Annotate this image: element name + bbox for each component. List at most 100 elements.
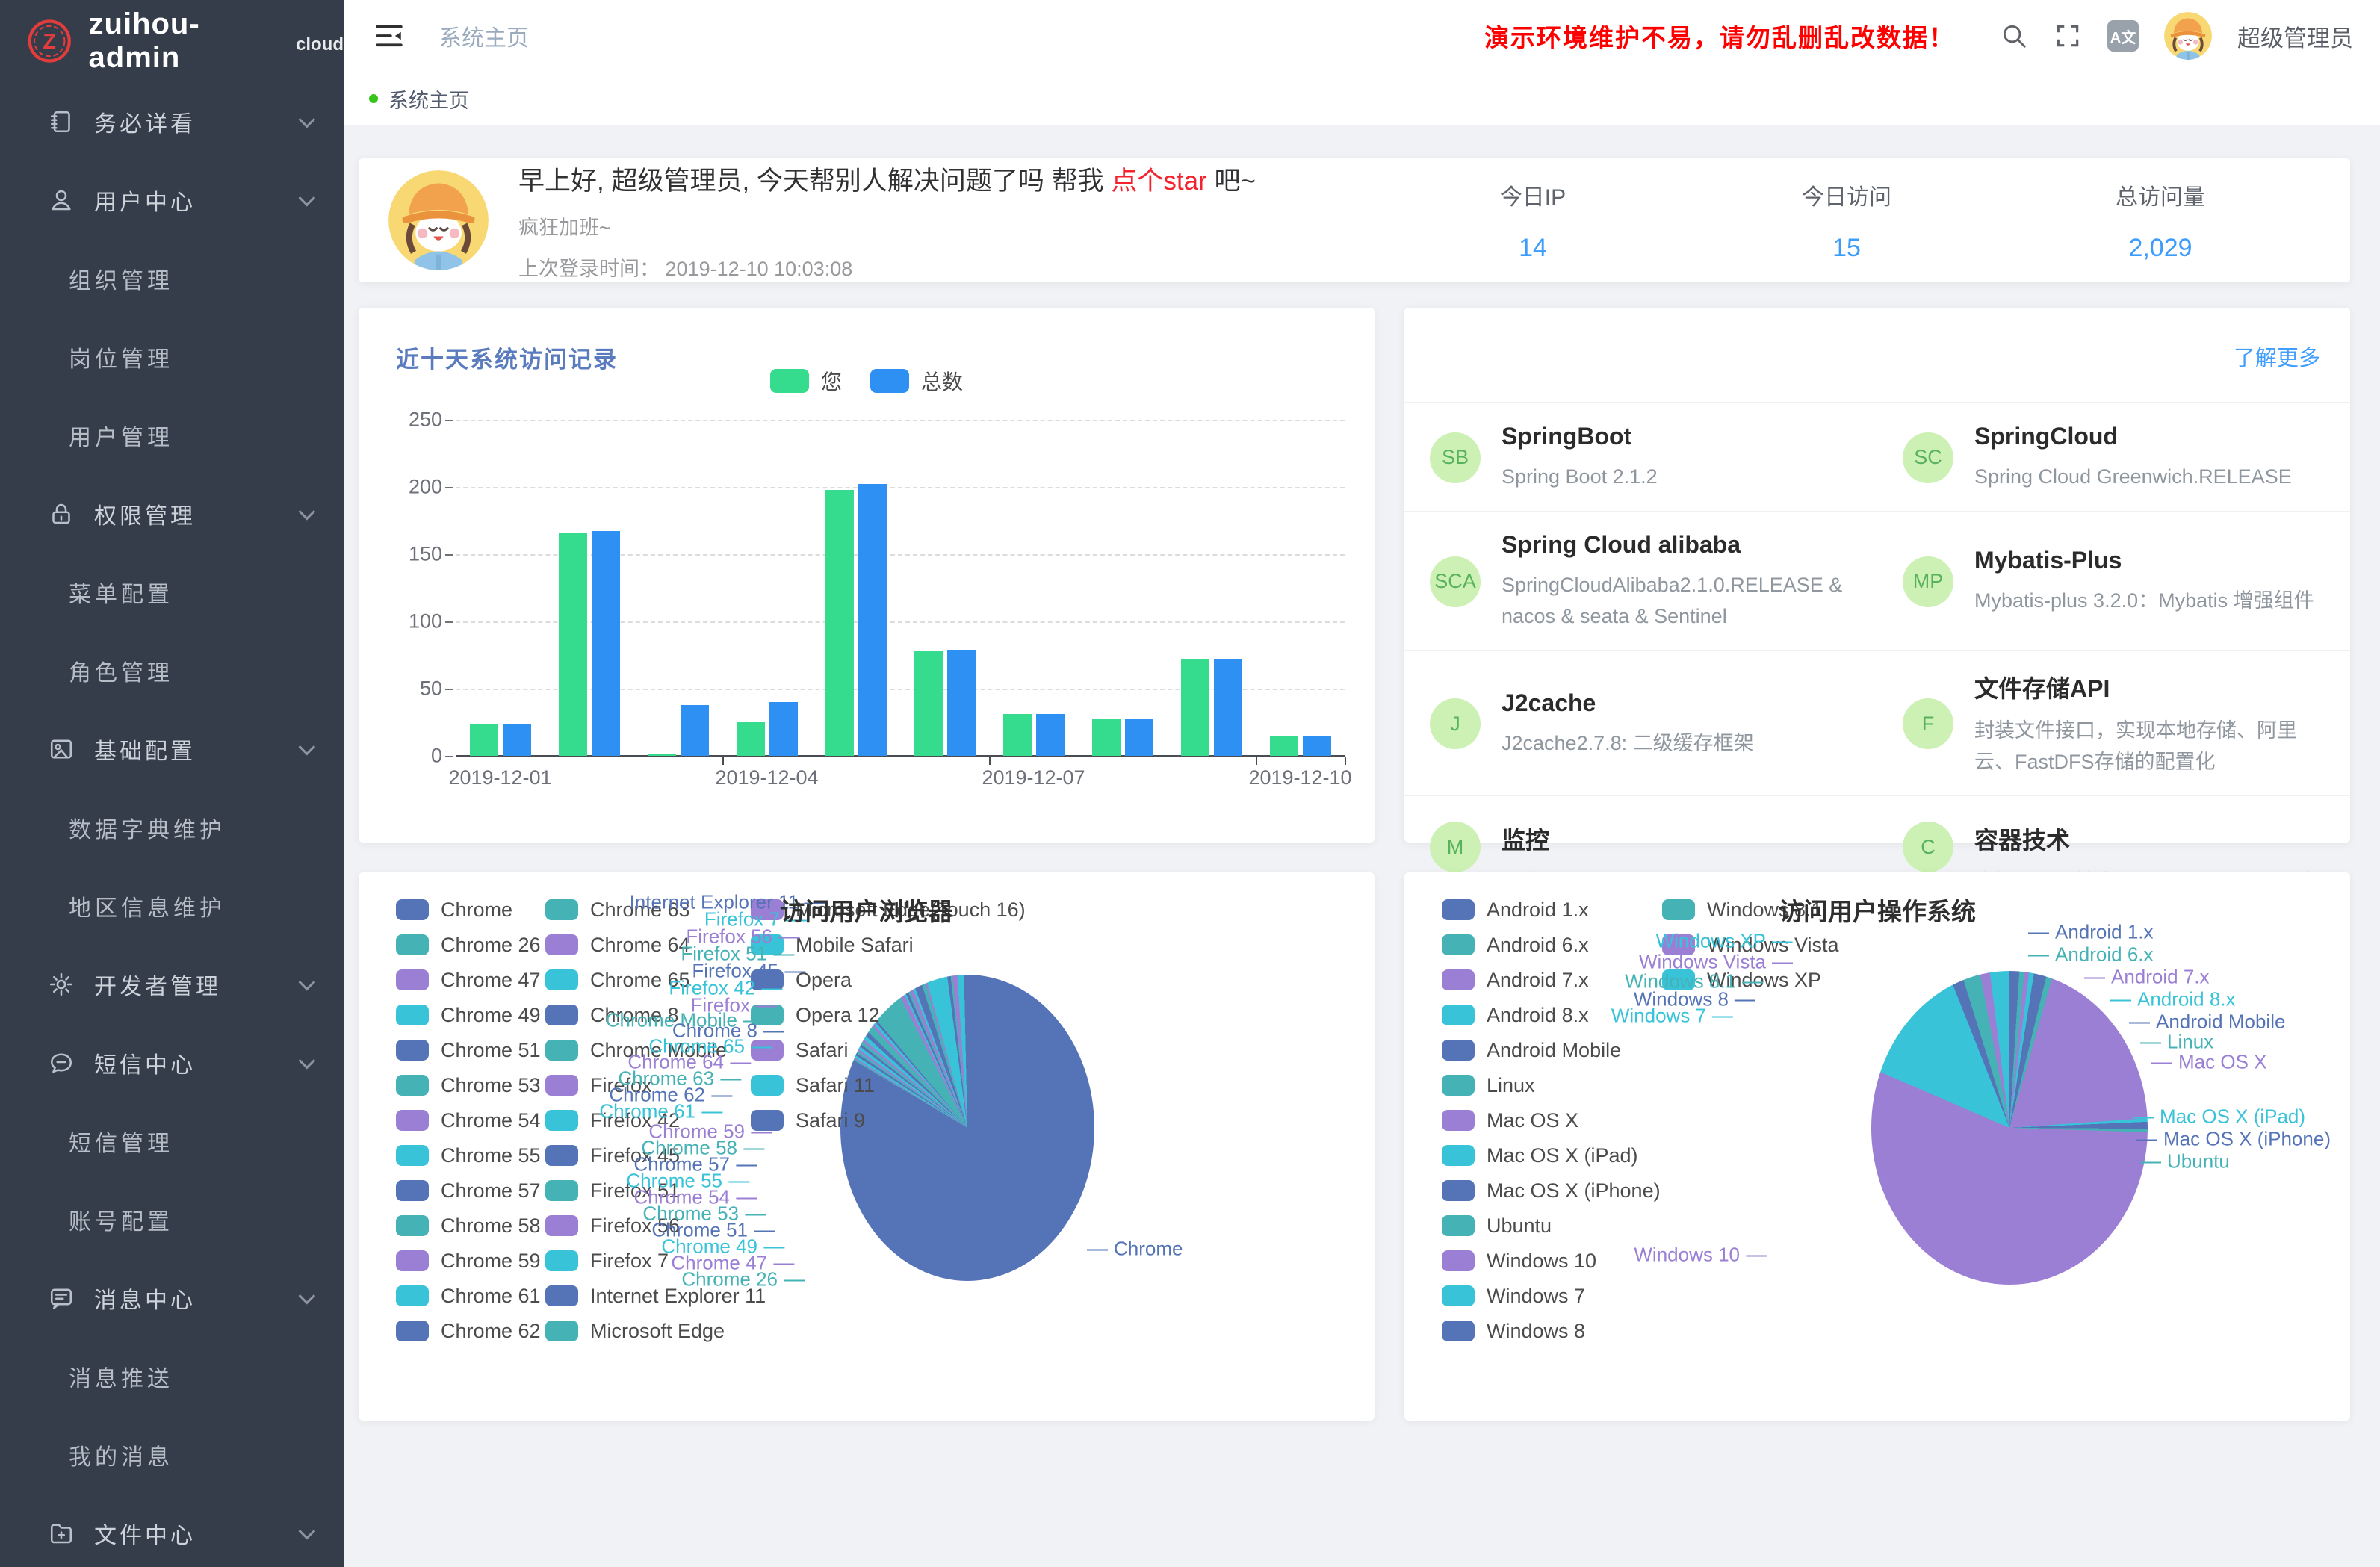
sidebar-item-2[interactable]: 权限管理	[0, 474, 344, 553]
sidebar-subitem-2-0[interactable]: 菜单配置	[0, 553, 344, 631]
sidebar-subitem-3-1[interactable]: 地区信息维护	[0, 866, 344, 945]
tech-card-item-1[interactable]: SCSpringCloudSpring Cloud Greenwich.RELE…	[1877, 403, 2350, 512]
bar-group-2019-12-06[interactable]	[900, 420, 989, 756]
legend-item-chrome-55[interactable]: Chrome 55	[396, 1145, 541, 1166]
legend-item-windows-8[interactable]: Windows 8	[1442, 1321, 1661, 1341]
tech-card-item-2[interactable]: SCASpring Cloud alibabaSpringCloudAlibab…	[1404, 512, 1877, 651]
legend-item-firefox-51[interactable]: Firefox 51	[545, 1180, 766, 1201]
tech-card-item-4[interactable]: JJ2cacheJ2cache2.7.8: 二级缓存框架	[1404, 651, 1877, 796]
legend-item-windows-7[interactable]: Windows 7	[1442, 1285, 1661, 1306]
search-icon[interactable]	[2000, 22, 2028, 50]
breadcrumb[interactable]: 系统主页	[439, 19, 529, 52]
bar-group-2019-12-09[interactable]	[1167, 420, 1256, 756]
collapse-sidebar-icon[interactable]	[374, 20, 405, 52]
sidebar-subitem-6-1[interactable]: 我的消息	[0, 1415, 344, 1494]
legend-item-chrome-53[interactable]: Chrome 53	[396, 1075, 541, 1096]
sidebar-subitem-1-1[interactable]: 岗位管理	[0, 317, 344, 396]
legend-item-safari[interactable]: Safari	[751, 1040, 1026, 1061]
sidebar-item-0[interactable]: 务必详看	[0, 82, 344, 161]
legend-item-chrome-26[interactable]: Chrome 26	[396, 934, 541, 955]
bar-group-2019-12-04[interactable]	[722, 420, 811, 756]
bar-group-2019-12-08[interactable]	[1078, 420, 1167, 756]
sidebar-subitem-1-0[interactable]: 组织管理	[0, 239, 344, 317]
sidebar-item-7[interactable]: 文件中心	[0, 1494, 344, 1567]
stat-value[interactable]: 15	[1690, 234, 2004, 263]
legend-item-chrome-54[interactable]: Chrome 54	[396, 1110, 541, 1131]
bar-group-2019-12-05[interactable]	[811, 420, 900, 756]
bar-group-2019-12-10[interactable]	[1256, 420, 1345, 756]
sidebar-item-5[interactable]: 短信中心	[0, 1023, 344, 1102]
stat-value[interactable]: 2,029	[2004, 234, 2317, 263]
language-switch-icon[interactable]: A文	[2107, 20, 2139, 52]
sidebar-subitem-2-1[interactable]: 角色管理	[0, 631, 344, 710]
legend-item-windows-10[interactable]: Windows 10	[1442, 1250, 1661, 1271]
legend-item-android-7-x[interactable]: Android 7.x	[1442, 969, 1661, 990]
bar-legend-item-0[interactable]: 您	[770, 366, 842, 396]
bar-group-2019-12-03[interactable]	[633, 420, 722, 756]
pie-chart-os[interactable]	[1871, 971, 2148, 1285]
bar-group-2019-12-01[interactable]	[456, 420, 545, 756]
legend-item-windows-vista[interactable]: Windows Vista	[1662, 934, 1839, 955]
sidebar-subitem-6-0[interactable]: 消息推送	[0, 1337, 344, 1415]
legend-item-opera[interactable]: Opera	[751, 969, 1026, 990]
tech-card-item-0[interactable]: SBSpringBootSpring Boot 2.1.2	[1404, 403, 1877, 512]
star-link[interactable]: 点个star	[1111, 167, 1206, 196]
legend-item-opera-12[interactable]: Opera 12	[751, 1005, 1026, 1025]
legend-item-windows-xp[interactable]: Windows XP	[1662, 969, 1839, 990]
legend-item-mac-os-x[interactable]: Mac OS X	[1442, 1110, 1661, 1131]
legend-item-mobile-safari[interactable]: Mobile Safari	[751, 934, 1026, 955]
legend-item-chrome-47[interactable]: Chrome 47	[396, 969, 541, 990]
legend-item-safari-9[interactable]: Safari 9	[751, 1110, 1026, 1131]
learn-more-link[interactable]: 了解更多	[2234, 341, 2320, 372]
legend-item-linux[interactable]: Linux	[1442, 1075, 1661, 1096]
stat-value[interactable]: 14	[1376, 234, 1690, 263]
legend-item-chrome-57[interactable]: Chrome 57	[396, 1180, 541, 1201]
greeting-title-suffix: 吧~	[1207, 167, 1256, 196]
legend-item-chrome-49[interactable]: Chrome 49	[396, 1005, 541, 1025]
sidebar-item-1[interactable]: 用户中心	[0, 161, 344, 239]
legend-item-firefox-7[interactable]: Firefox 7	[545, 1250, 766, 1271]
legend-item-chrome[interactable]: Chrome	[396, 899, 541, 920]
legend-item-chrome-51[interactable]: Chrome 51	[396, 1040, 541, 1061]
user-avatar[interactable]	[2164, 12, 2212, 60]
fullscreen-icon[interactable]	[2054, 22, 2082, 50]
tech-card-item-3[interactable]: MPMybatis-PlusMybatis-plus 3.2.0：Mybatis…	[1877, 512, 2350, 651]
sidebar-item-3[interactable]: 基础配置	[0, 710, 344, 788]
legend-item-chrome-63[interactable]: Chrome 63	[545, 899, 766, 920]
legend-item-internet-explorer-11[interactable]: Internet Explorer 11	[545, 1285, 766, 1306]
legend-item-chrome-64[interactable]: Chrome 64	[545, 934, 766, 955]
legend-item-chrome-65[interactable]: Chrome 65	[545, 969, 766, 990]
legend-item-android-8-x[interactable]: Android 8.x	[1442, 1005, 1661, 1025]
legend-item-chrome-61[interactable]: Chrome 61	[396, 1285, 541, 1306]
legend-item-chrome-8[interactable]: Chrome 8	[545, 1005, 766, 1025]
legend-item-android-6-x[interactable]: Android 6.x	[1442, 934, 1661, 955]
tab-home[interactable]: 系统主页	[344, 72, 495, 125]
legend-item-firefox-42[interactable]: Firefox 42	[545, 1110, 766, 1131]
sidebar-subitem-5-0[interactable]: 短信管理	[0, 1102, 344, 1180]
legend-item-chrome-62[interactable]: Chrome 62	[396, 1321, 541, 1341]
legend-item-android-mobile[interactable]: Android Mobile	[1442, 1040, 1661, 1061]
bar-group-2019-12-02[interactable]	[545, 420, 633, 756]
legend-item-chrome-59[interactable]: Chrome 59	[396, 1250, 541, 1271]
bar-group-2019-12-07[interactable]	[989, 420, 1078, 756]
legend-item-safari-11[interactable]: Safari 11	[751, 1075, 1026, 1096]
sidebar-subitem-1-2[interactable]: 用户管理	[0, 396, 344, 474]
legend-item-chrome-58[interactable]: Chrome 58	[396, 1215, 541, 1236]
current-user-name[interactable]: 超级管理员	[2237, 19, 2353, 53]
legend-item-microsoft-edge[interactable]: Microsoft Edge	[545, 1321, 766, 1341]
legend-item-ubuntu[interactable]: Ubuntu	[1442, 1215, 1661, 1236]
tech-card-item-5[interactable]: F文件存储API封装文件接口，实现本地存储、阿里云、FastDFS存储的配置化	[1877, 651, 2350, 796]
sidebar-item-4[interactable]: 开发者管理	[0, 945, 344, 1023]
app-logo[interactable]: Z zuihou-admin cloud	[0, 0, 344, 82]
legend-item-firefox[interactable]: Firefox	[545, 1075, 766, 1096]
sidebar-subitem-3-0[interactable]: 数据字典维护	[0, 788, 344, 866]
legend-item-mac-os-x-iphone-[interactable]: Mac OS X (iPhone)	[1442, 1180, 1661, 1201]
legend-item-firefox-56[interactable]: Firefox 56	[545, 1215, 766, 1236]
legend-item-chrome-mobile[interactable]: Chrome Mobile	[545, 1040, 766, 1061]
sidebar-item-6[interactable]: 消息中心	[0, 1259, 344, 1337]
legend-item-firefox-45[interactable]: Firefox 45	[545, 1145, 766, 1166]
sidebar-subitem-5-1[interactable]: 账号配置	[0, 1180, 344, 1259]
legend-item-mac-os-x-ipad-[interactable]: Mac OS X (iPad)	[1442, 1145, 1661, 1166]
legend-item-android-1-x[interactable]: Android 1.x	[1442, 899, 1661, 920]
bar-legend-item-1[interactable]: 总数	[870, 366, 963, 396]
